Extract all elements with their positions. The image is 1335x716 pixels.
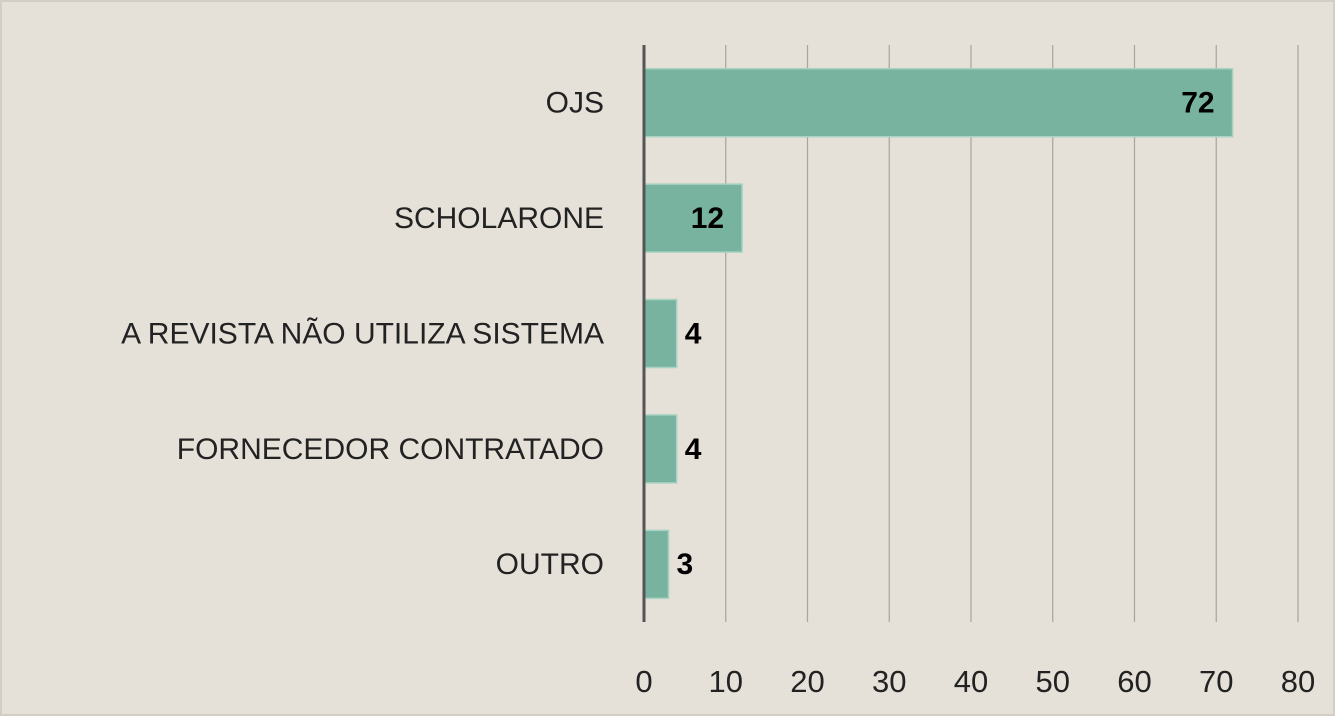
bar [643,529,670,600]
data-label: 4 [685,433,702,466]
y-tick-label: OJS [546,87,604,120]
x-tick-label: 20 [790,664,824,699]
y-tick-label: A REVISTA NÃO UTILIZA SISTEMA [121,316,604,350]
x-tick-label: 80 [1281,664,1315,699]
x-tick-label: 50 [1036,664,1070,699]
y-tick-label: FORNECEDOR CONTRATADO [177,433,604,466]
bar [643,183,743,253]
data-label: 12 [691,202,724,235]
y-tick-label: SCHOLARONE [394,202,604,235]
x-tick-label: 40 [954,664,988,699]
x-tick-label: 30 [872,664,906,699]
data-label: 72 [1181,87,1214,120]
bar [643,414,678,484]
bar [643,67,1234,138]
data-label: 3 [677,548,694,581]
x-tick-label: 70 [1199,664,1233,699]
x-tick-label: 10 [709,664,743,699]
bar [643,298,678,369]
data-label: 4 [685,317,702,350]
x-tick-label: 60 [1117,664,1151,699]
x-tick-label: 0 [635,664,652,699]
y-tick-label: OUTRO [496,548,604,581]
